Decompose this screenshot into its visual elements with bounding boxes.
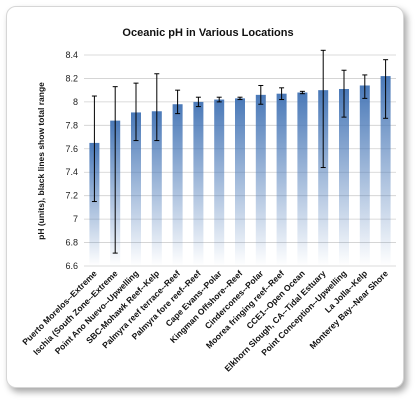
- y-tick-labels: 6.6 6.8 7 7.2 7.4 7.6 7.8 8 8.2 8.4: [65, 50, 78, 271]
- y-axis-label: pH (units), black lines show total range: [36, 82, 46, 240]
- y-tick-label: 7.6: [65, 144, 78, 154]
- y-tick-label: 6.6: [65, 261, 78, 271]
- bar: [318, 90, 329, 267]
- y-tick-label: 7: [73, 214, 78, 224]
- bar: [255, 94, 266, 266]
- y-tick-label: 8.4: [65, 50, 78, 60]
- bars: [89, 76, 391, 267]
- bar: [151, 111, 162, 267]
- bar: [214, 99, 225, 267]
- bar: [131, 112, 141, 266]
- bar: [339, 88, 349, 266]
- y-tick-label: 7.4: [65, 167, 78, 177]
- y-tick-label: 7.8: [65, 120, 78, 130]
- bar: [276, 93, 287, 266]
- bar: [235, 98, 245, 266]
- y-tick-label: 6.8: [65, 238, 78, 248]
- y-tick-label: 8: [73, 97, 78, 107]
- y-tick-label: 8.2: [65, 73, 78, 83]
- chart-card: [6, 6, 404, 388]
- bar: [89, 142, 100, 266]
- bar: [193, 101, 204, 266]
- bar: [380, 76, 391, 266]
- bar: [297, 92, 308, 266]
- bar: [172, 104, 183, 266]
- bar: [359, 85, 370, 266]
- x-tick-label: Point Ano Nuevo--Upwelling: [53, 268, 141, 356]
- chart-title: Oceanic pH in Various Locations: [122, 27, 293, 39]
- y-tick-label: 7.2: [65, 191, 78, 201]
- range-lines: [91, 49, 389, 254]
